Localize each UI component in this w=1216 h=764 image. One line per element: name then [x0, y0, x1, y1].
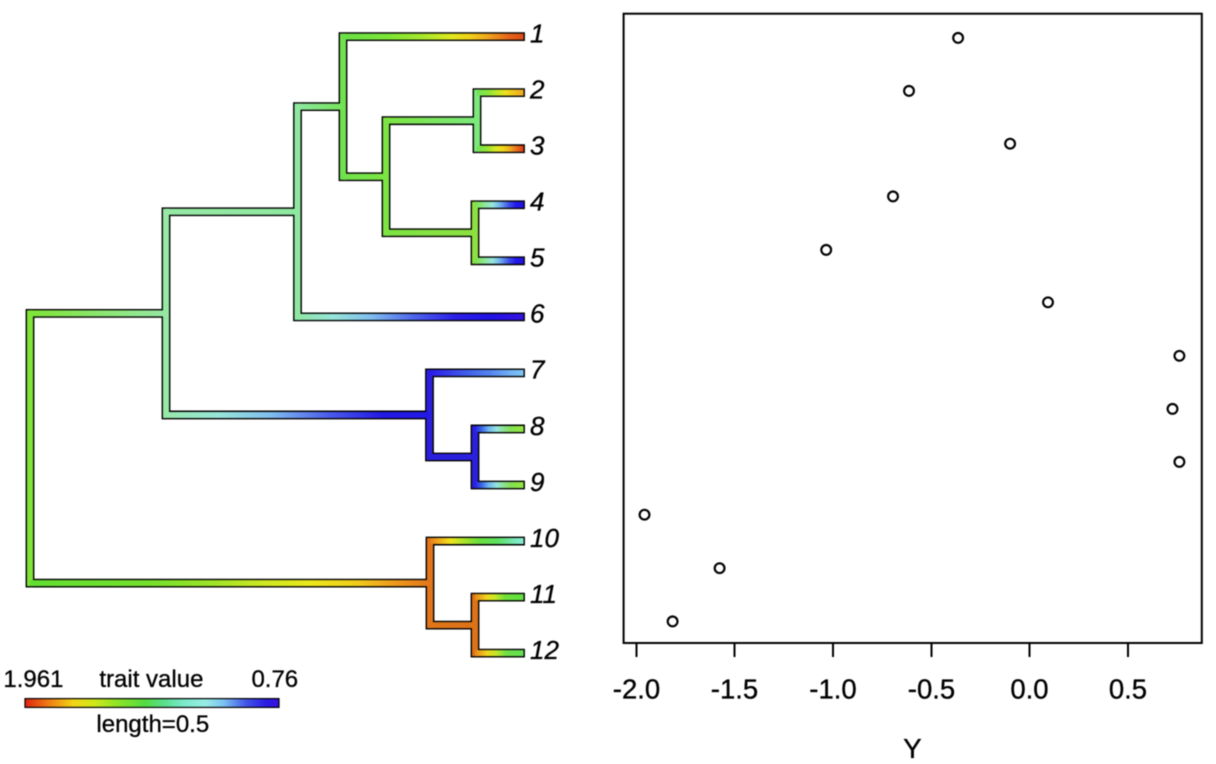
svg-text:0.0: 0.0	[1010, 674, 1048, 705]
svg-text:0.5: 0.5	[1109, 674, 1147, 705]
svg-text:10: 10	[530, 523, 559, 553]
svg-text:-1.0: -1.0	[809, 674, 856, 705]
svg-text:Y: Y	[903, 733, 921, 764]
svg-text:3: 3	[530, 131, 545, 161]
svg-text:5: 5	[530, 243, 545, 273]
svg-text:6: 6	[530, 299, 545, 329]
svg-text:4: 4	[530, 187, 544, 217]
svg-text:-0.5: -0.5	[908, 674, 955, 705]
svg-text:8: 8	[530, 411, 545, 441]
svg-text:-1.5: -1.5	[711, 674, 758, 705]
svg-text:0.76: 0.76	[251, 666, 298, 693]
svg-text:12: 12	[530, 635, 559, 665]
svg-text:trait value: trait value	[99, 666, 203, 693]
svg-text:2: 2	[529, 74, 545, 104]
svg-text:9: 9	[530, 467, 544, 497]
svg-text:7: 7	[530, 355, 546, 385]
svg-text:length=0.5: length=0.5	[96, 711, 209, 738]
svg-text:-2.0: -2.0	[613, 674, 660, 705]
svg-text:1.961: 1.961	[3, 666, 63, 693]
svg-text:11: 11	[530, 579, 557, 609]
svg-text:1: 1	[530, 18, 544, 48]
